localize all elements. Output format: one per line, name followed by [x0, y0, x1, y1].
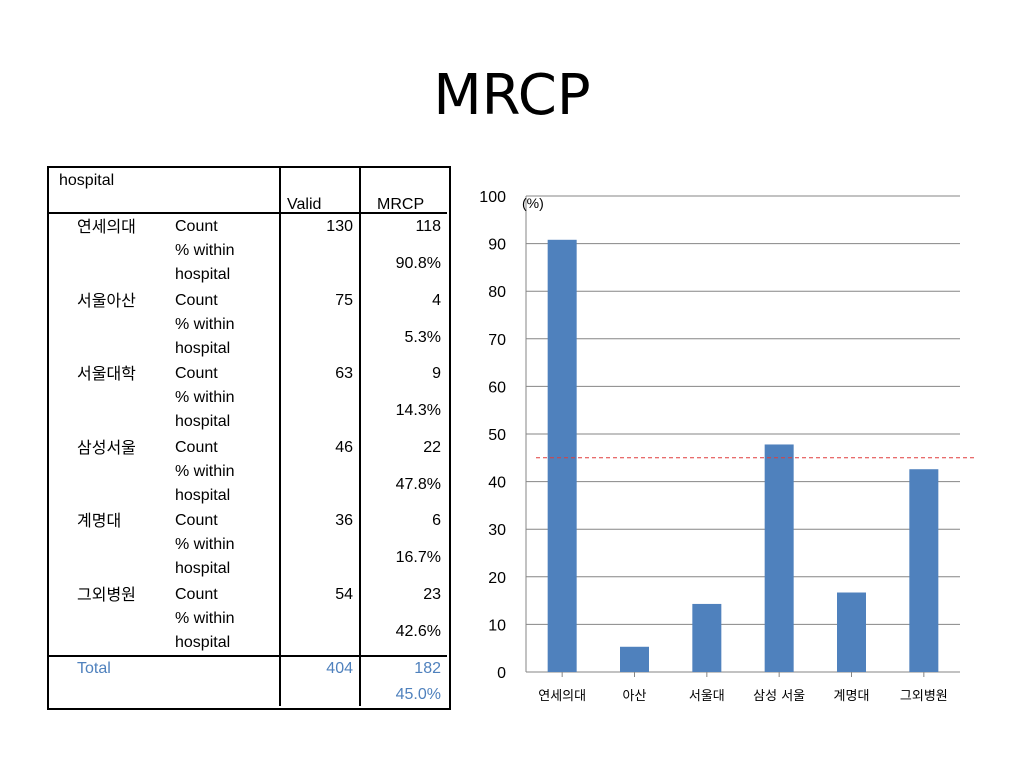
bar — [837, 592, 866, 672]
header-mrcp: MRCP — [377, 196, 425, 213]
valid-value: 130 — [326, 218, 353, 235]
valid-value: 63 — [335, 365, 353, 382]
table-border — [47, 166, 451, 710]
percent-label-line2: hospital — [175, 633, 231, 651]
count-label: Count — [175, 218, 218, 235]
bar — [620, 646, 649, 672]
valid-value: 75 — [335, 291, 353, 309]
percent-label-line2: hospital — [175, 339, 231, 357]
chart-canvas: 0 10 20 30 40 50 60 70 80 90 100 (%) 연세의대 아산 서울대 삼성 서울 계… — [479, 189, 976, 704]
bar — [764, 444, 794, 672]
y-tick-label: 70 — [488, 332, 506, 349]
mrcp-bar-chart: 0 10 20 30 40 50 60 70 80 90 100 (%) 연세의대 아산 서울대 삼성 서울 계… — [470, 180, 980, 710]
percent-label: % within — [175, 242, 235, 259]
x-category-label: 아산 — [623, 689, 647, 704]
y-tick-label: 50 — [488, 427, 506, 444]
hospital-name: 연세의대 — [77, 217, 136, 236]
count-label: Count — [175, 512, 218, 529]
header-hospital: hospital — [59, 172, 115, 189]
y-tick-label: 30 — [488, 522, 506, 539]
percent-label-line2: hospital — [175, 560, 231, 577]
mrcp-count: 23 — [423, 585, 441, 603]
hospital-name: 그외병원 — [77, 584, 136, 604]
x-category-label: 계명대 — [834, 689, 870, 704]
percent-label: % within — [175, 462, 235, 480]
column-divider — [359, 166, 361, 706]
mrcp-percent: 16.7% — [395, 549, 441, 566]
hospital-name: 삼성서울 — [77, 437, 136, 457]
mrcp-percent: 47.8% — [395, 475, 441, 493]
x-category-label: 서울대 — [689, 689, 725, 704]
valid-value: 46 — [335, 438, 353, 456]
bar — [909, 469, 939, 672]
mrcp-count: 4 — [432, 291, 441, 309]
percent-label-line2: hospital — [175, 266, 231, 283]
total-valid: 404 — [326, 660, 353, 677]
total-percent: 45.0% — [395, 686, 441, 703]
y-tick-label: 0 — [497, 665, 506, 682]
header-valid: Valid — [287, 196, 322, 213]
y-tick-label: 20 — [488, 570, 506, 587]
hospital-name: 서울대학 — [77, 364, 136, 383]
y-tick-label: 10 — [488, 617, 506, 634]
hospital-name: 서울아산 — [77, 290, 136, 310]
percent-label: % within — [175, 389, 235, 406]
y-tick-label: 100 — [479, 189, 506, 206]
mrcp-percent: 90.8% — [395, 255, 441, 272]
percent-label-line2: hospital — [175, 486, 231, 504]
x-category-label: 삼성 서울 — [753, 689, 805, 704]
bar — [547, 239, 577, 672]
y-tick-label: 80 — [488, 284, 506, 301]
mrcp-count: 118 — [415, 218, 441, 235]
x-category-label: 그외병원 — [900, 689, 948, 704]
y-tick-label: 90 — [488, 237, 506, 254]
y-tick-label: 60 — [488, 379, 506, 396]
column-divider — [279, 166, 281, 706]
total-mrcp: 182 — [414, 660, 441, 677]
total-divider — [47, 655, 447, 657]
total-label: Total — [77, 660, 111, 677]
count-label: Count — [175, 585, 218, 603]
valid-value: 36 — [335, 512, 353, 529]
percent-label: % within — [175, 609, 235, 627]
valid-value: 54 — [335, 585, 353, 603]
crosstab-table: hospital Valid MRCP 연세의대 Count % within hos… — [47, 166, 451, 710]
count-label: Count — [175, 365, 218, 382]
mrcp-percent: 5.3% — [404, 328, 441, 346]
x-category-label: 연세의대 — [538, 689, 586, 704]
y-unit-label: (%) — [522, 195, 544, 211]
percent-label-line2: hospital — [175, 413, 231, 430]
count-label: Count — [175, 438, 218, 456]
count-label: Count — [175, 291, 218, 309]
hospital-name: 계명대 — [77, 511, 122, 530]
bar — [692, 603, 722, 672]
mrcp-percent: 42.6% — [395, 622, 441, 640]
percent-label: % within — [175, 315, 235, 333]
mrcp-count: 9 — [432, 365, 441, 382]
header-divider — [47, 212, 447, 214]
slide-title: MRCP — [433, 63, 591, 128]
y-tick-label: 40 — [488, 475, 506, 492]
percent-label: % within — [175, 536, 235, 553]
mrcp-count: 22 — [423, 438, 441, 456]
mrcp-percent: 14.3% — [395, 402, 441, 419]
mrcp-count: 6 — [432, 512, 441, 529]
